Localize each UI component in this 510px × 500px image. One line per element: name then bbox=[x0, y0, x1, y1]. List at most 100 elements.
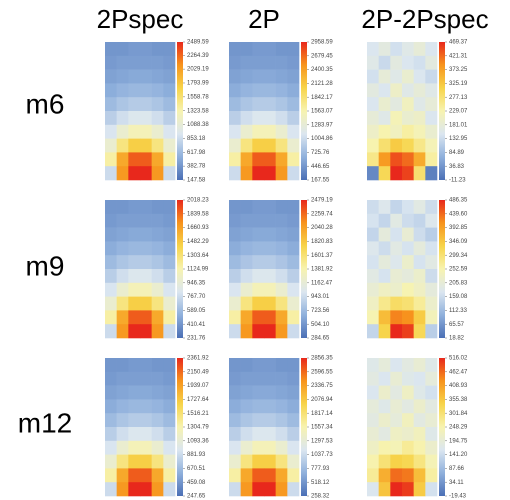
heatmap-cell bbox=[105, 454, 117, 469]
heatmap-cell bbox=[378, 241, 391, 256]
heatmap-cell bbox=[264, 385, 276, 400]
heatmap-cell bbox=[252, 124, 265, 139]
heatmap-cell bbox=[240, 371, 253, 386]
heatmap-cell bbox=[128, 124, 141, 139]
heatmap-cell bbox=[264, 255, 276, 270]
heatmap-cell bbox=[229, 152, 241, 167]
heatmap-cell bbox=[151, 427, 164, 442]
heatmap-cell bbox=[105, 138, 117, 153]
heatmap-cell bbox=[413, 200, 426, 215]
heatmap-cell bbox=[264, 440, 276, 455]
heatmap-cell bbox=[402, 454, 414, 469]
heatmap-cell bbox=[151, 227, 164, 242]
heatmap-cell bbox=[140, 200, 152, 215]
heatmap-cell bbox=[105, 166, 117, 181]
heatmap-cell bbox=[105, 152, 117, 167]
heatmap-cell bbox=[402, 152, 414, 167]
heatmap-cell bbox=[252, 454, 265, 469]
heatmap-cell bbox=[402, 200, 414, 215]
heatmap-cell bbox=[425, 482, 438, 497]
heatmap-cell bbox=[240, 385, 253, 400]
heatmap-cell bbox=[229, 440, 241, 455]
heatmap-cell bbox=[367, 310, 379, 325]
heatmap-cell bbox=[252, 227, 265, 242]
heatmap-cell bbox=[252, 200, 265, 215]
heatmap-cell bbox=[402, 241, 414, 256]
heatmap-cell bbox=[413, 358, 426, 373]
colorbar-tick-label: 65.57 bbox=[449, 322, 465, 328]
heatmap-cell bbox=[287, 124, 300, 139]
heatmap-cell bbox=[116, 83, 129, 98]
heatmap-cell bbox=[367, 385, 379, 400]
heatmap-cell bbox=[252, 371, 265, 386]
heatmap-cell bbox=[390, 42, 403, 57]
heatmap-cell bbox=[151, 296, 164, 311]
heatmap-cell bbox=[425, 55, 438, 70]
colorbar-tick-label: 392.85 bbox=[449, 225, 468, 231]
colorbar-tick-label: 2596.55 bbox=[311, 369, 333, 375]
heatmap-cell bbox=[413, 296, 426, 311]
heatmap-cell bbox=[378, 152, 391, 167]
heatmap-cell bbox=[287, 213, 300, 228]
heatmap-cell bbox=[264, 413, 276, 428]
heatmap-cell bbox=[390, 200, 403, 215]
heatmap-cell bbox=[287, 371, 300, 386]
colorbar-tick-label: 2040.28 bbox=[311, 225, 333, 231]
heatmap-cell bbox=[378, 166, 391, 181]
heatmap-cell bbox=[252, 213, 265, 228]
heatmap-cell bbox=[240, 213, 253, 228]
heatmap-cell bbox=[413, 111, 426, 126]
colorbar-tick-label: 18.82 bbox=[449, 336, 465, 342]
heatmap-cell bbox=[128, 413, 141, 428]
heatmap-cell bbox=[367, 97, 379, 112]
heatmap-cell bbox=[425, 358, 438, 373]
heatmap-cell bbox=[413, 138, 426, 153]
heatmap-cell bbox=[163, 152, 176, 167]
colorbar-tick-label: 252.59 bbox=[449, 267, 468, 273]
heatmap-cell bbox=[425, 241, 438, 256]
heatmap-cell bbox=[402, 282, 414, 297]
colorbar-tick-label: 725.76 bbox=[311, 150, 330, 156]
heatmap-cell bbox=[287, 152, 300, 167]
heatmap-cell bbox=[287, 227, 300, 242]
colorbar-tick-label: 1842.17 bbox=[311, 95, 333, 101]
heatmap-cell bbox=[378, 69, 391, 84]
colorbar-tick-label: 408.93 bbox=[449, 383, 468, 389]
heatmap-cell bbox=[229, 111, 241, 126]
heatmap-cell bbox=[425, 468, 438, 483]
heatmap-cell bbox=[128, 69, 141, 84]
heatmap-cell bbox=[151, 468, 164, 483]
heatmap-cell bbox=[275, 111, 288, 126]
colorbar-tick-label: 181.01 bbox=[449, 122, 468, 128]
heatmap-cell bbox=[402, 399, 414, 414]
heatmap-cell bbox=[229, 97, 241, 112]
colorbar-tick-label: 617.98 bbox=[187, 150, 206, 156]
heatmap-cell bbox=[140, 255, 152, 270]
heatmap-cell bbox=[240, 138, 253, 153]
colorbar-tick-label: 84.89 bbox=[449, 150, 465, 156]
colorbar-tick-label: 2264.39 bbox=[187, 53, 209, 59]
heatmap-cell bbox=[151, 241, 164, 256]
heatmap-cell bbox=[151, 124, 164, 139]
heatmap-cell bbox=[264, 482, 276, 497]
heatmap-cell bbox=[287, 138, 300, 153]
colorbar-tick-label: 504.10 bbox=[311, 322, 330, 328]
heatmap-cell bbox=[264, 42, 276, 57]
heatmap-cell bbox=[413, 282, 426, 297]
heatmap-cell bbox=[390, 152, 403, 167]
heatmap-cell bbox=[425, 440, 438, 455]
colorbar-tick-label: 1482.29 bbox=[187, 239, 209, 245]
heatmap-cell bbox=[402, 124, 414, 139]
heatmap-cell bbox=[402, 482, 414, 497]
heatmap-cell bbox=[367, 83, 379, 98]
colorbar bbox=[177, 200, 183, 338]
heatmap-cell bbox=[390, 255, 403, 270]
heatmap-cell bbox=[151, 269, 164, 284]
heatmap-cell bbox=[116, 111, 129, 126]
heatmap-cell bbox=[240, 42, 253, 57]
heatmap-cell bbox=[425, 97, 438, 112]
heatmap-cell bbox=[378, 269, 391, 284]
heatmap-cell bbox=[229, 385, 241, 400]
colorbar-tick-label: 943.01 bbox=[311, 294, 330, 300]
